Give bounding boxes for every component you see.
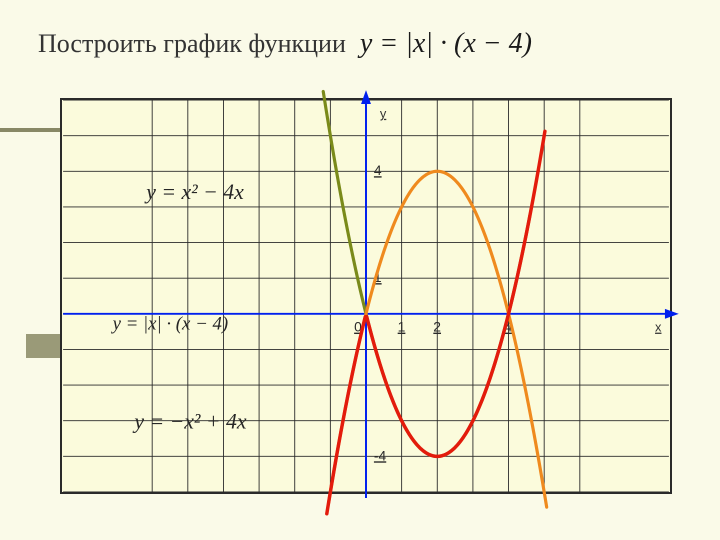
x-tick-label: 2 — [433, 319, 441, 335]
y-axis-label: y — [380, 106, 387, 121]
function-chart: yx012414-4y = x² − 4xy = |x| · (x − 4)y … — [60, 98, 672, 494]
x-tick-label: 1 — [398, 319, 406, 335]
x-axis-label: x — [655, 320, 662, 335]
title-row: Построить график функции y = |x| · (x − … — [38, 28, 532, 60]
formula-annotation: y = −x² + 4x — [132, 410, 247, 434]
page-title: Построить график функции — [38, 29, 346, 59]
chart-canvas: yx012414-4y = x² − 4xy = |x| · (x − 4)y … — [62, 100, 670, 492]
main-formula: y = |x| · (x − 4) — [360, 28, 532, 60]
y-tick-label: 4 — [374, 162, 382, 178]
formula-annotation: y = x² − 4x — [144, 180, 244, 204]
y-tick-label: -4 — [374, 447, 387, 463]
formula-annotation: y = |x| · (x − 4) — [111, 314, 229, 335]
